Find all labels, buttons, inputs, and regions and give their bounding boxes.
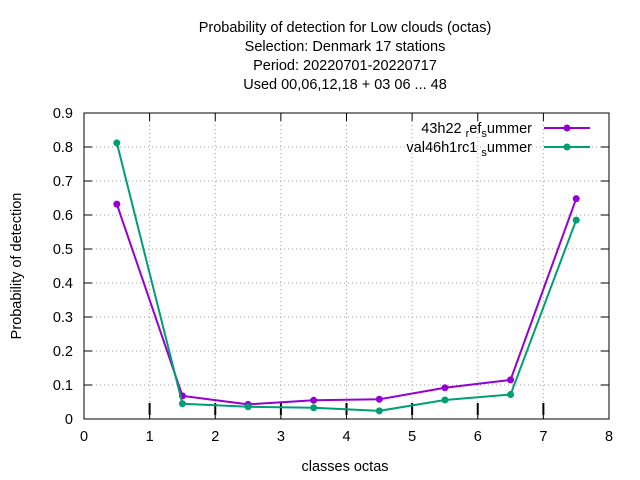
title-line-1: Probability of detection for Low clouds … — [199, 20, 492, 36]
legend-label-part: 43h22 — [421, 121, 465, 137]
series-line — [115, 198, 578, 406]
data-point — [310, 396, 318, 404]
x-tick-label: 5 — [408, 429, 416, 445]
x-axis-label: classes octas — [301, 459, 388, 475]
legend-label: 43h22 refsummer — [421, 121, 532, 140]
data-point — [113, 200, 121, 208]
axes: 0 0.1 0.2 0.3 0.4 0.5 0.6 0.7 0.8 0.9 0 1 2 3 4 5 6 7 8 — [53, 106, 613, 445]
data-point — [244, 403, 252, 411]
legend-label: val46h1rc1 summer — [406, 140, 532, 159]
x-tick-label: 7 — [539, 429, 547, 445]
y-tick-label: 0.3 — [53, 310, 73, 326]
legend-swatch-marker — [563, 124, 571, 132]
y-tick-label: 0.5 — [53, 242, 73, 258]
y-tick-label: 0.8 — [53, 140, 73, 156]
data-point — [113, 139, 121, 147]
legend-label-part: r — [466, 128, 470, 140]
x-tick-label: 1 — [146, 429, 154, 445]
y-tick-label: 0.6 — [53, 208, 73, 224]
legend-label-part: val46h1rc1 — [406, 140, 481, 156]
legend-swatch-marker — [563, 143, 571, 151]
data-point — [375, 407, 383, 415]
series-layer — [113, 139, 580, 415]
legend-label-part: ummer — [487, 140, 532, 156]
legend-entry: 43h22 refsummer — [421, 121, 590, 140]
series-1 — [113, 195, 580, 408]
data-point — [375, 395, 383, 403]
y-axis-label: Probability of detection — [9, 193, 25, 340]
x-tick-label: 8 — [605, 429, 613, 445]
title-line-4: Used 00,06,12,18 + 03 06 ... 48 — [243, 77, 447, 93]
data-point — [572, 195, 580, 203]
legend-label-part: ummer — [487, 121, 532, 137]
x-tick-label: 3 — [277, 429, 285, 445]
legend-label-part: s — [481, 128, 487, 140]
series-line — [115, 142, 578, 412]
title-line-2: Selection: Denmark 17 stations — [245, 39, 446, 55]
x-tick-label: 0 — [80, 429, 88, 445]
data-point — [310, 404, 318, 412]
legend-entry: val46h1rc1 summer — [406, 140, 590, 159]
legend-label-part: ef — [469, 121, 482, 137]
y-tick-label: 0.9 — [53, 106, 73, 122]
data-point — [441, 384, 449, 392]
chart-title: Probability of detection for Low clouds … — [199, 20, 492, 93]
grid — [84, 113, 609, 419]
x-tick-label: 6 — [474, 429, 482, 445]
data-point — [441, 396, 449, 404]
data-point — [507, 376, 515, 384]
data-point — [178, 400, 186, 408]
series-2 — [113, 139, 580, 415]
title-line-3: Period: 20220701-20220717 — [253, 58, 437, 74]
y-tick-label: 0 — [65, 412, 73, 428]
data-point — [507, 391, 515, 399]
x-tick-label: 2 — [211, 429, 219, 445]
x-tick-label: 4 — [342, 429, 350, 445]
data-point — [572, 216, 580, 224]
legend-label-part: s — [481, 147, 487, 159]
y-tick-label: 0.2 — [53, 344, 73, 360]
y-tick-label: 0.4 — [53, 276, 73, 292]
y-tick-label: 0.1 — [53, 378, 73, 394]
y-tick-label: 0.7 — [53, 174, 73, 190]
